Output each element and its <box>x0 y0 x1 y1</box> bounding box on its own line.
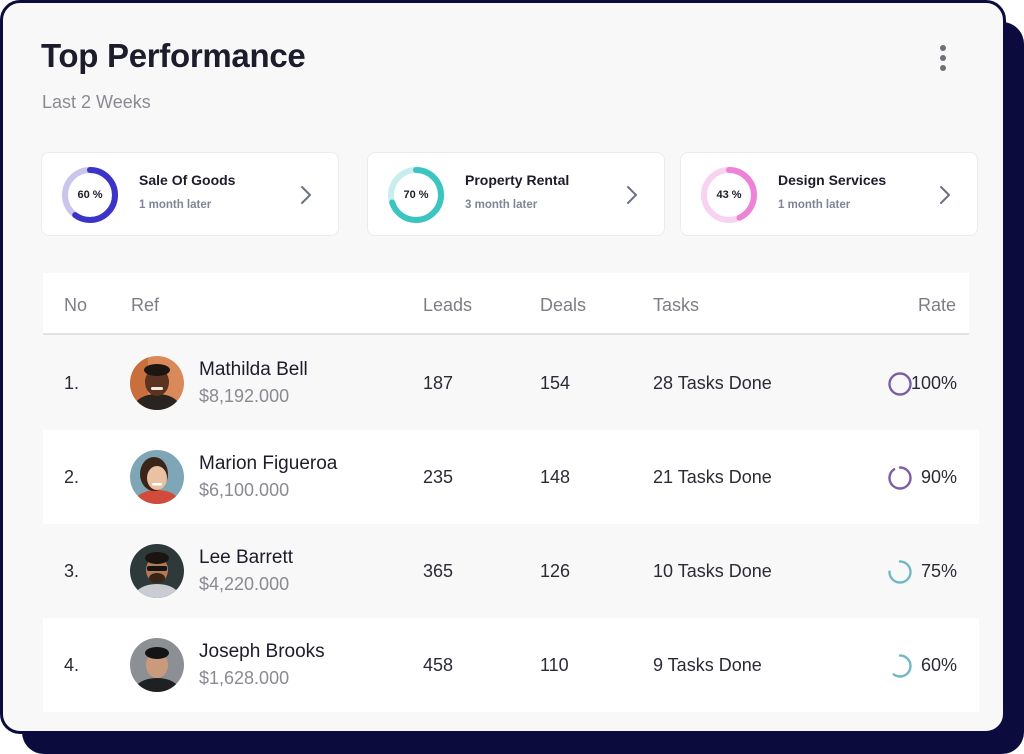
avatar <box>130 638 184 692</box>
chevron-right-icon[interactable] <box>298 183 314 207</box>
leads-value: 365 <box>423 561 454 581</box>
stat-percent: 70 % <box>403 189 429 201</box>
person-name: Joseph Brooks <box>199 641 325 662</box>
stat-card-sale-of-goods[interactable]: 60 % Sale Of Goods 1 month later <box>41 152 339 236</box>
row-number: 3. <box>64 561 80 581</box>
rate-ring-icon <box>888 372 912 396</box>
tasks-value: 10 Tasks Done <box>653 561 772 581</box>
deals-value: 148 <box>540 467 571 487</box>
rate-value: 60% <box>920 655 957 675</box>
stat-percent: 60 % <box>77 189 103 201</box>
rate-ring-icon <box>888 466 912 490</box>
deals-value: 154 <box>540 373 571 393</box>
progress-ring-icon <box>701 167 757 223</box>
person-name: Marion Figueroa <box>199 453 338 474</box>
avatar <box>130 450 184 504</box>
row-number: 4. <box>64 655 80 675</box>
table-row[interactable]: 3. Lee Barrett $4,220.000 365 126 10 Tas… <box>43 524 979 618</box>
rate-value: 100% <box>911 373 958 393</box>
stat-title: Property Rental <box>465 172 570 188</box>
deals-value: 126 <box>540 561 571 581</box>
person-name: Lee Barrett <box>199 547 293 568</box>
stat-subtitle: 1 month later <box>778 199 851 211</box>
leads-value: 187 <box>423 373 454 393</box>
person-amount: $4,220.000 <box>199 574 290 594</box>
tasks-value: 9 Tasks Done <box>653 655 762 675</box>
tasks-value: 28 Tasks Done <box>653 373 772 393</box>
person-amount: $1,628.000 <box>199 668 290 688</box>
chevron-right-icon[interactable] <box>937 183 953 207</box>
person-amount: $6,100.000 <box>199 480 290 500</box>
leads-value: 458 <box>423 655 454 675</box>
stat-card-design-services[interactable]: 43 % Design Services 1 month later <box>680 152 978 236</box>
row-number: 2. <box>64 467 80 487</box>
stat-subtitle: 3 month later <box>465 199 538 211</box>
chevron-right-icon[interactable] <box>624 183 640 207</box>
progress-ring-icon <box>388 167 444 223</box>
avatar <box>130 356 184 410</box>
person-name: Mathilda Bell <box>199 359 308 380</box>
stat-card-property-rental[interactable]: 70 % Property Rental 3 month later <box>367 152 665 236</box>
rate-value: 90% <box>920 467 957 487</box>
stat-subtitle: 1 month later <box>139 199 212 211</box>
page-subtitle: Last 2 Weeks <box>42 92 151 112</box>
table-row[interactable]: 1. Mathilda Bell $8,192.000 187 154 28 T… <box>43 336 979 430</box>
leads-value: 235 <box>423 467 454 487</box>
more-vertical-icon[interactable] <box>931 43 955 73</box>
stat-title: Sale Of Goods <box>139 172 236 188</box>
menu-dot <box>940 55 946 61</box>
rate-ring-icon <box>888 654 912 678</box>
menu-dot <box>940 65 946 71</box>
column-header-no[interactable]: No <box>64 295 88 315</box>
column-header-deals[interactable]: Deals <box>540 295 587 315</box>
table-header: No Ref Leads Deals Tasks Rate <box>43 273 969 335</box>
stat-title: Design Services <box>778 172 887 188</box>
top-performance-card: Top Performance Last 2 Weeks 60 % Sale O… <box>0 0 1006 734</box>
table-row[interactable]: 4. Joseph Brooks $1,628.000 458 110 9 Ta… <box>43 618 979 712</box>
column-header-leads[interactable]: Leads <box>423 295 473 315</box>
stat-percent: 43 % <box>716 189 742 201</box>
tasks-value: 21 Tasks Done <box>653 467 772 487</box>
progress-ring-icon <box>62 167 118 223</box>
row-number: 1. <box>64 373 80 393</box>
rate-ring-icon <box>888 560 912 584</box>
menu-dot <box>940 45 946 51</box>
deals-value: 110 <box>540 655 569 675</box>
column-header-tasks[interactable]: Tasks <box>653 295 700 315</box>
rate-value: 75% <box>920 561 957 581</box>
page-title: Top Performance <box>41 37 306 74</box>
person-amount: $8,192.000 <box>199 386 290 406</box>
column-header-rate[interactable]: Rate <box>918 295 957 315</box>
avatar <box>130 544 184 598</box>
column-header-ref[interactable]: Ref <box>131 295 160 315</box>
table-row[interactable]: 2. Marion Figueroa $6,100.000 235 148 21… <box>43 430 979 524</box>
